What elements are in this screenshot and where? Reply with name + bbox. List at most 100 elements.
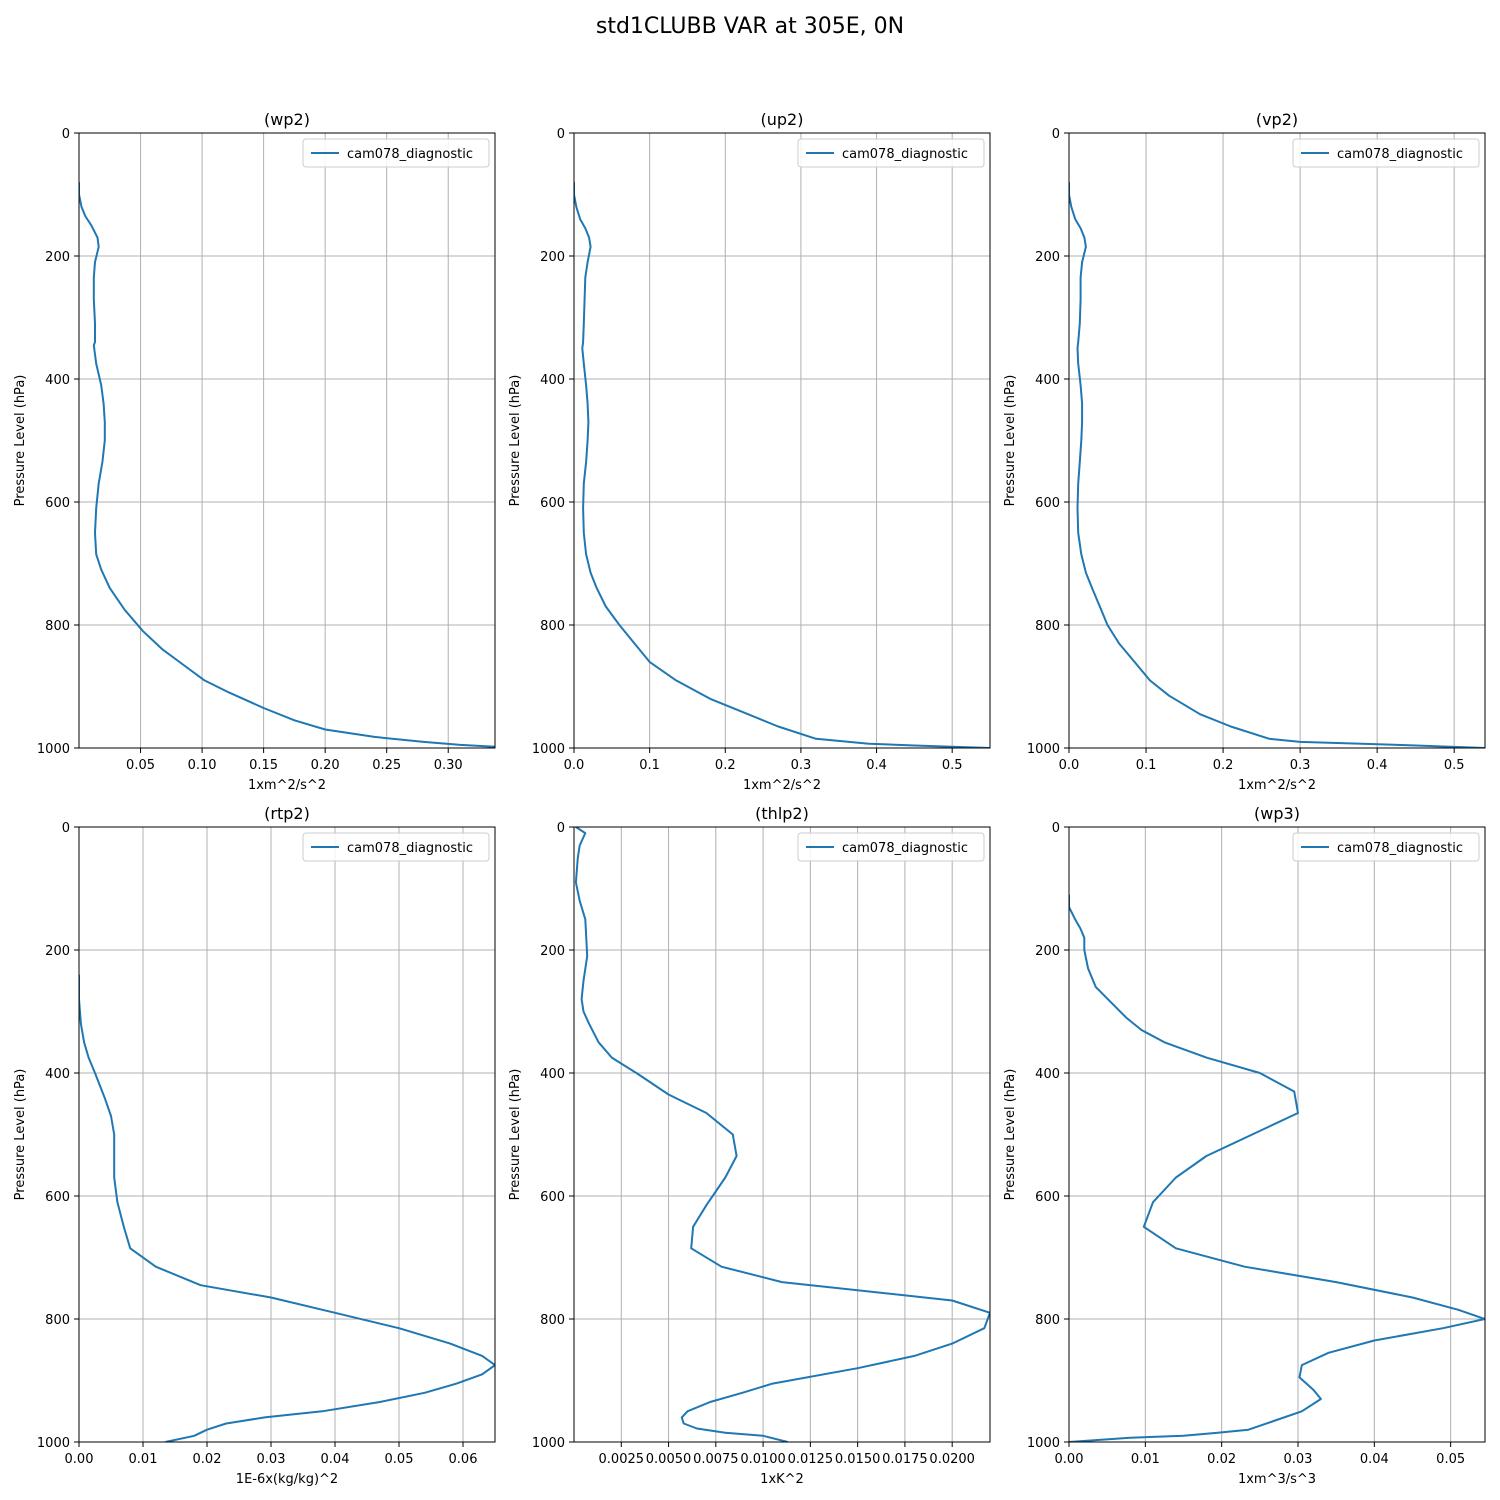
panel-title: (rtp2): [264, 804, 310, 823]
legend-box: [797, 138, 985, 168]
x-tick-label: 0.4: [1367, 758, 1388, 773]
x-tick-label: 0.5: [1444, 758, 1465, 773]
y-tick-label: 600: [1035, 1190, 1060, 1205]
series-line-1: [574, 827, 990, 1442]
legend-box: [302, 832, 490, 862]
y-tick-label: 1000: [1027, 742, 1060, 757]
series-line-1: [574, 182, 990, 748]
y-tick-label: 0: [62, 821, 70, 836]
legend: cam078_diagnostic: [302, 138, 490, 168]
x-tick-label: 0.05: [126, 758, 155, 773]
y-axis-label: Pressure Level (hPa): [13, 375, 28, 507]
plot-area: [574, 827, 990, 1442]
plot-area: [79, 827, 495, 1442]
y-tick-label: 800: [540, 1313, 565, 1328]
x-tick-label: 0.3: [791, 758, 812, 773]
y-tick-label: 600: [540, 496, 565, 511]
y-tick-label: 200: [1035, 250, 1060, 265]
axes-frame: [1068, 826, 1486, 1443]
x-tick-label: 0.06: [449, 1452, 478, 1467]
chart-panel-4: 0.00 0.01 0.02 0.03 0.04 0.05 0.06 0 200 400 600 80…: [13, 804, 496, 1487]
x-tick-label: 0.01: [129, 1452, 158, 1467]
x-tick-label: 0.0200: [929, 1452, 975, 1467]
y-tick-label: 400: [45, 373, 70, 388]
y-tick-label: 0: [557, 821, 565, 836]
panel-title: (vp2): [1256, 110, 1298, 129]
y-tick-label: 600: [1035, 496, 1060, 511]
y-tick-label: 0: [557, 127, 565, 142]
x-tick-label: 0.04: [321, 1452, 350, 1467]
x-tick-label: 0.10: [188, 758, 217, 773]
x-tick-label: 0.03: [257, 1452, 286, 1467]
chart-panel-3: 0.0 0.1 0.2 0.3 0.4 0.5 0 200 400 600 800 1000 (vp2)…: [1003, 110, 1486, 793]
y-tick-label: 800: [45, 619, 70, 634]
x-tick-label: 0.0175: [882, 1452, 928, 1467]
x-tick-label: 0.0: [564, 758, 585, 773]
y-tick-label: 600: [45, 1190, 70, 1205]
legend: cam078_diagnostic: [1292, 832, 1480, 862]
y-tick-label: 200: [45, 944, 70, 959]
x-tick-label: 0.0050: [646, 1452, 692, 1467]
y-tick-label: 800: [540, 619, 565, 634]
x-tick-label: 0.0075: [693, 1452, 739, 1467]
y-axis-label: Pressure Level (hPa): [508, 375, 523, 507]
y-tick-label: 0: [1052, 821, 1060, 836]
y-tick-label: 0: [62, 127, 70, 142]
y-tick-label: 600: [45, 496, 70, 511]
x-tick-label: 0.15: [249, 758, 278, 773]
legend: cam078_diagnostic: [797, 832, 985, 862]
y-tick-label: 200: [540, 944, 565, 959]
x-tick-label: 0.25: [372, 758, 401, 773]
legend-label: cam078_diagnostic: [1337, 841, 1463, 856]
chart-panel-1: 0.05 0.10 0.15 0.20 0.25 0.30 0 200 400 600 800 100…: [13, 110, 496, 793]
y-tick-label: 400: [45, 1067, 70, 1082]
x-tick-label: 0.1: [639, 758, 660, 773]
x-axis-label: 1E-6x(kg/kg)^2: [236, 1472, 338, 1487]
y-tick-label: 1000: [37, 742, 70, 757]
y-tick-label: 0: [1052, 127, 1060, 142]
x-tick-label: 0.3: [1290, 758, 1311, 773]
chart-panel-2: 0.0 0.1 0.2 0.3 0.4 0.5 0 200 400 600 800 1000 (up2)…: [508, 110, 991, 793]
y-axis-label: Pressure Level (hPa): [13, 1069, 28, 1201]
axes-frame: [78, 826, 496, 1443]
y-tick-label: 1000: [532, 1436, 565, 1451]
panel-title: (up2): [761, 110, 804, 129]
legend-label: cam078_diagnostic: [347, 841, 473, 856]
legend-box: [1292, 832, 1480, 862]
x-tick-label: 0.03: [1284, 1452, 1313, 1467]
x-tick-label: 0.00: [65, 1452, 94, 1467]
y-tick-label: 800: [1035, 619, 1060, 634]
chart-panel-5: 0.0025 0.0050 0.0075 0.0100 0.0125 0.0150 0.01…: [508, 804, 991, 1487]
y-tick-label: 200: [1035, 944, 1060, 959]
x-tick-label: 0.05: [1436, 1452, 1465, 1467]
x-tick-label: 0.0150: [835, 1452, 881, 1467]
legend-label: cam078_diagnostic: [1337, 147, 1463, 162]
x-tick-label: 0.5: [942, 758, 963, 773]
plot-area: [1069, 827, 1485, 1442]
x-tick-label: 0.02: [193, 1452, 222, 1467]
x-tick-label: 0.02: [1207, 1452, 1236, 1467]
axes-frame: [573, 132, 991, 749]
legend-label: cam078_diagnostic: [842, 147, 968, 162]
x-tick-label: 0.0025: [599, 1452, 645, 1467]
y-tick-label: 400: [540, 1067, 565, 1082]
x-tick-label: 0.0100: [740, 1452, 786, 1467]
x-tick-label: 0.30: [434, 758, 463, 773]
legend-label: cam078_diagnostic: [347, 147, 473, 162]
legend: cam078_diagnostic: [1292, 138, 1480, 168]
x-tick-label: 0.2: [715, 758, 736, 773]
y-tick-label: 1000: [37, 1436, 70, 1451]
x-tick-label: 0.20: [311, 758, 340, 773]
x-tick-label: 0.05: [385, 1452, 414, 1467]
y-axis-label: Pressure Level (hPa): [508, 1069, 523, 1201]
legend: cam078_diagnostic: [797, 138, 985, 168]
x-tick-label: 0.00: [1055, 1452, 1084, 1467]
x-tick-label: 0.0125: [788, 1452, 834, 1467]
panel-title: (wp3): [1254, 804, 1300, 823]
y-tick-label: 800: [45, 1313, 70, 1328]
x-tick-label: 0.01: [1131, 1452, 1160, 1467]
axes-frame: [573, 826, 991, 1443]
y-axis-label: Pressure Level (hPa): [1003, 375, 1018, 507]
y-tick-label: 1000: [1027, 1436, 1060, 1451]
